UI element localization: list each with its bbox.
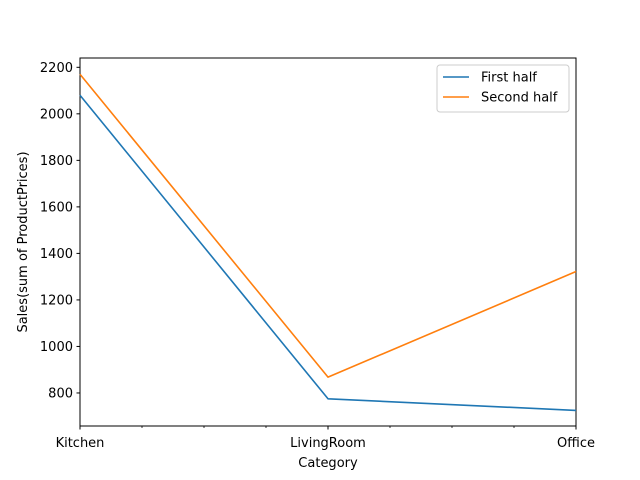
y-tick-label: 1000 — [40, 340, 73, 355]
y-tick-label: 1200 — [40, 293, 73, 308]
y-tick-label: 800 — [48, 386, 73, 401]
x-tick-label: Office — [557, 436, 595, 451]
y-tick-label: 1400 — [40, 247, 73, 262]
plot-area — [79, 57, 577, 427]
y-axis: 800 1000 1200 1400 1600 1800 2000 2200 — [40, 61, 80, 401]
plot-frame — [79, 57, 577, 427]
series-line — [79, 73, 577, 378]
series-line — [79, 94, 577, 412]
y-tick-label: 2200 — [40, 61, 73, 76]
legend-label: Second half — [481, 91, 558, 106]
y-axis-title: Sales(sum of ProductPrices) — [16, 151, 31, 332]
legend: First half Second half — [436, 64, 570, 113]
legend-label: First half — [481, 71, 537, 86]
x-tick-label: LivingRoom — [290, 436, 366, 451]
x-tick-label: Kitchen — [56, 436, 105, 451]
series-layer — [79, 73, 577, 412]
legend-box — [436, 64, 570, 113]
y-tick-label: 2000 — [40, 107, 73, 122]
y-tick-label: 1800 — [40, 154, 73, 169]
x-axis-title: Category — [298, 456, 358, 471]
x-axis: Kitchen LivingRoom Office — [56, 426, 595, 451]
y-tick-label: 1600 — [40, 200, 73, 215]
